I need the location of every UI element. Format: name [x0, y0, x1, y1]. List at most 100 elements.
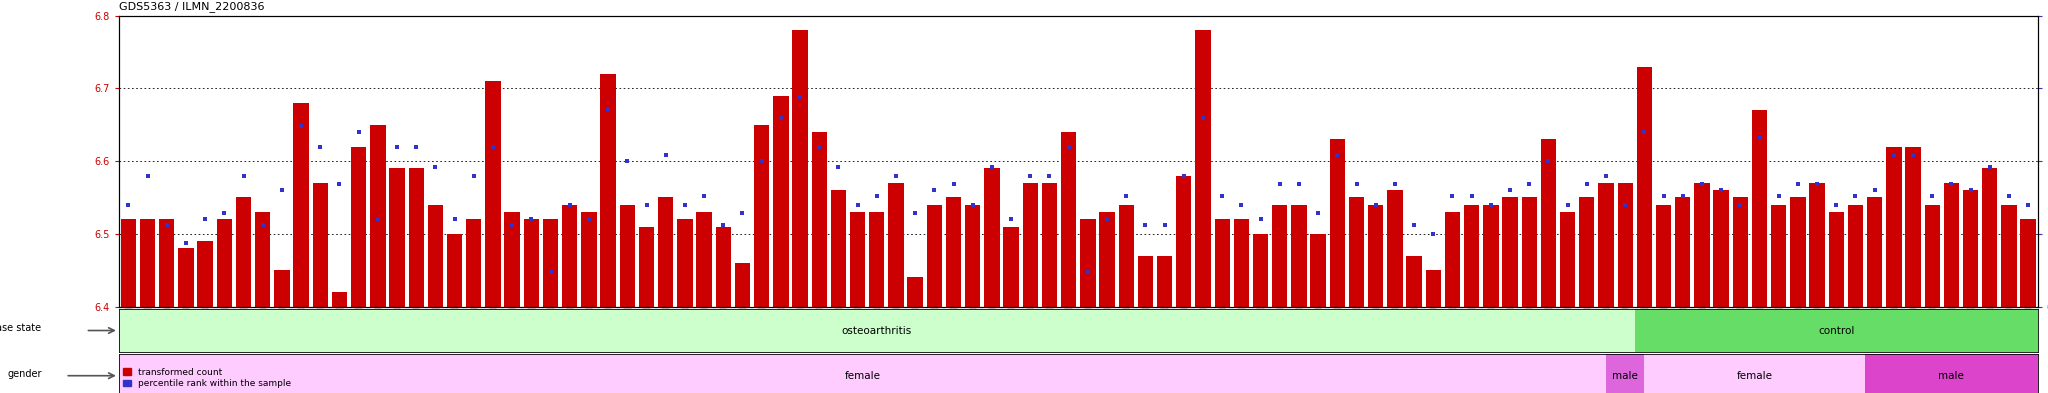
Bar	[1606, 354, 1645, 393]
Point	[360, 216, 393, 222]
Bar	[621, 205, 635, 307]
Bar	[1579, 198, 1595, 307]
Point	[821, 164, 854, 170]
Bar	[256, 212, 270, 307]
Bar	[1694, 183, 1710, 307]
Point	[1532, 158, 1565, 164]
Point	[1282, 181, 1315, 187]
Bar	[774, 96, 788, 307]
Point	[1839, 193, 1872, 199]
Bar	[889, 183, 903, 307]
Point	[1724, 202, 1757, 208]
Point	[399, 143, 432, 150]
Bar	[2021, 219, 2036, 307]
Point	[668, 202, 700, 208]
Point	[631, 202, 664, 208]
Bar	[1503, 198, 1518, 307]
Bar	[389, 169, 406, 307]
Bar	[1905, 147, 1921, 307]
Bar	[1925, 205, 1939, 307]
Point	[842, 202, 874, 208]
Bar	[485, 81, 500, 307]
Point	[803, 143, 836, 150]
Point	[1821, 202, 1853, 208]
Bar	[446, 234, 463, 307]
Point	[1128, 222, 1161, 228]
Point	[1014, 173, 1047, 179]
Point	[1092, 216, 1124, 222]
Bar	[754, 125, 770, 307]
Point	[1032, 173, 1065, 179]
Bar	[1100, 212, 1114, 307]
Bar	[582, 212, 596, 307]
Text: female: female	[1737, 371, 1774, 381]
Bar	[1636, 67, 1653, 307]
Point	[209, 210, 242, 217]
Bar	[985, 169, 999, 307]
Point	[573, 216, 606, 222]
Bar	[197, 241, 213, 307]
Bar	[1196, 30, 1210, 307]
Point	[1974, 164, 2007, 170]
Point	[938, 181, 971, 187]
Point	[1647, 193, 1679, 199]
Point	[246, 222, 279, 228]
Bar	[1868, 198, 1882, 307]
Bar	[1368, 205, 1382, 307]
Point	[1571, 181, 1604, 187]
Bar	[119, 309, 1634, 352]
Point	[1303, 210, 1335, 217]
Bar	[1464, 205, 1479, 307]
Point	[1667, 193, 1700, 199]
Legend: transformed count, percentile rank within the sample: transformed count, percentile rank withi…	[123, 368, 291, 389]
Point	[150, 222, 182, 228]
Point	[707, 222, 739, 228]
Point	[995, 216, 1028, 222]
Bar	[371, 125, 385, 307]
Bar	[1483, 205, 1499, 307]
Bar	[1292, 205, 1307, 307]
Bar	[217, 219, 231, 307]
Text: GDS5363 / ILMN_2200836: GDS5363 / ILMN_2200836	[119, 1, 264, 11]
Text: control: control	[1819, 325, 1853, 336]
Bar	[926, 205, 942, 307]
Bar	[119, 354, 1606, 393]
Point	[113, 202, 145, 208]
Point	[1475, 202, 1507, 208]
Bar	[1675, 198, 1690, 307]
Bar	[1004, 227, 1018, 307]
Bar	[1350, 198, 1364, 307]
Point	[1686, 181, 1718, 187]
Bar	[1944, 183, 1960, 307]
Bar	[1829, 212, 1843, 307]
Bar	[1176, 176, 1192, 307]
Point	[1225, 202, 1257, 208]
Bar	[1645, 354, 1866, 393]
Bar	[639, 227, 653, 307]
Point	[745, 158, 778, 164]
Text: male: male	[1612, 371, 1638, 381]
Point	[420, 164, 453, 170]
Point	[1264, 181, 1296, 187]
Text: gender: gender	[6, 369, 41, 378]
Point	[1610, 202, 1642, 208]
Bar	[139, 219, 156, 307]
Bar	[408, 169, 424, 307]
Point	[1896, 152, 1929, 158]
Point	[188, 216, 221, 222]
Bar	[1425, 270, 1442, 307]
Point	[1436, 193, 1468, 199]
Bar	[1042, 183, 1057, 307]
Bar	[428, 205, 442, 307]
Bar	[1714, 190, 1729, 307]
Point	[764, 114, 797, 121]
Point	[975, 164, 1008, 170]
Point	[1053, 143, 1085, 150]
Text: female: female	[844, 371, 881, 381]
Bar	[678, 219, 692, 307]
Point	[1339, 181, 1372, 187]
Bar	[1982, 169, 1997, 307]
Point	[1149, 222, 1182, 228]
Point	[1628, 129, 1661, 135]
Bar	[1329, 140, 1346, 307]
